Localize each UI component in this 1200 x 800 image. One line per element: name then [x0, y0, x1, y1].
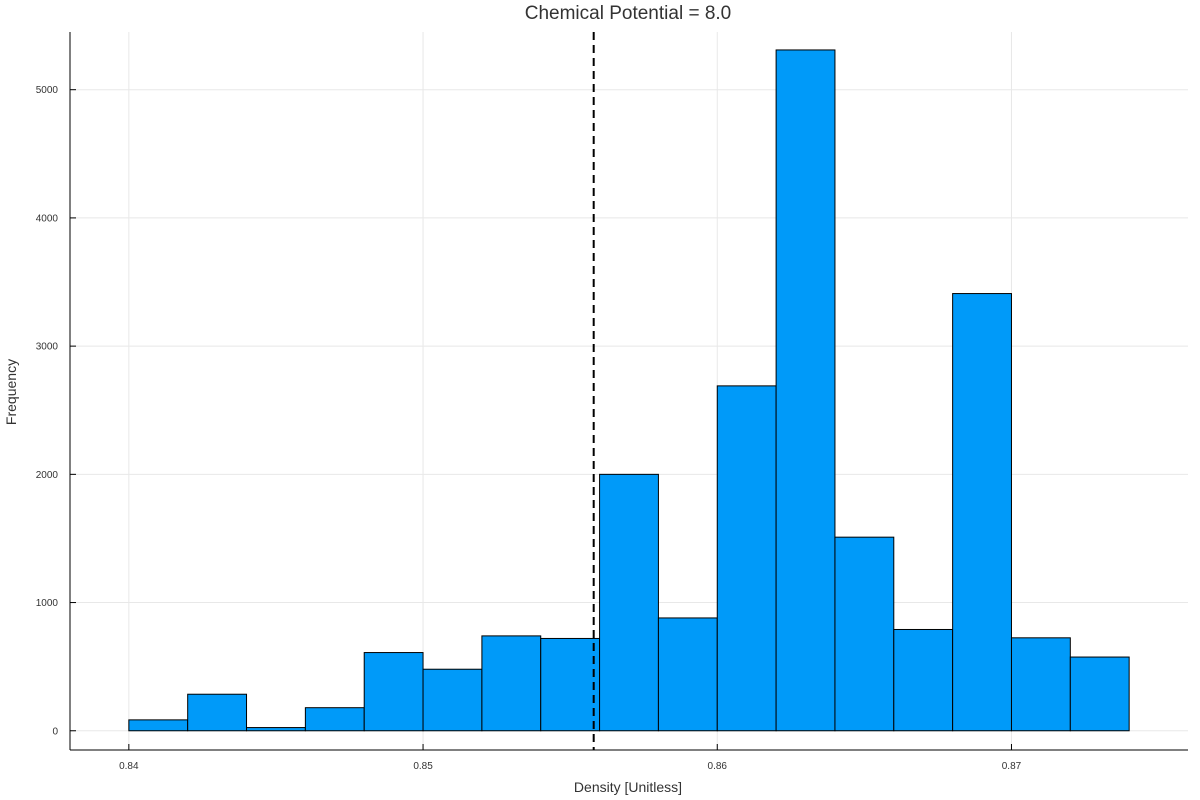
x-tick-label: 0.87 [1002, 761, 1022, 772]
histogram-bar [775, 49, 836, 732]
histogram-bar [187, 693, 248, 732]
histogram-bar [952, 293, 1012, 732]
histogram-bar [481, 635, 542, 732]
histogram-bar [128, 719, 189, 732]
y-tick-label: 0 [52, 726, 58, 737]
x-tick-label: 0.85 [413, 761, 433, 772]
y-tick-label: 5000 [36, 85, 59, 96]
bar-layer [128, 49, 1130, 732]
histogram-bar [422, 668, 483, 732]
y-tick-label: 2000 [36, 470, 59, 481]
histogram-bar [246, 727, 306, 732]
y-tick-label: 4000 [36, 213, 59, 224]
histogram-bar [716, 385, 777, 732]
histogram-bar [893, 628, 954, 732]
x-tick-label: 0.86 [708, 761, 728, 772]
histogram-bar [304, 707, 365, 732]
x-tick-label: 0.84 [119, 761, 139, 772]
histogram-bar [540, 637, 601, 732]
y-axis-label: Frequency [3, 359, 19, 425]
y-tick-label: 3000 [36, 342, 59, 353]
histogram-bar [1010, 637, 1071, 732]
x-axis-label: Density [Unitless] [574, 779, 682, 795]
axis-layer [69, 32, 1188, 751]
histogram-bar [834, 536, 895, 732]
histogram-bar [1069, 656, 1130, 732]
y-tick-label: 1000 [36, 598, 59, 609]
histogram-bar [363, 652, 424, 732]
chart-title: Chemical Potential = 8.0 [525, 3, 731, 24]
tick-label-layer: 0.84 0.85 0.86 0.87 0 1000 2000 3000 4000 5000 [36, 85, 1022, 772]
histogram-bar [657, 617, 718, 732]
histogram-bar [599, 473, 659, 732]
